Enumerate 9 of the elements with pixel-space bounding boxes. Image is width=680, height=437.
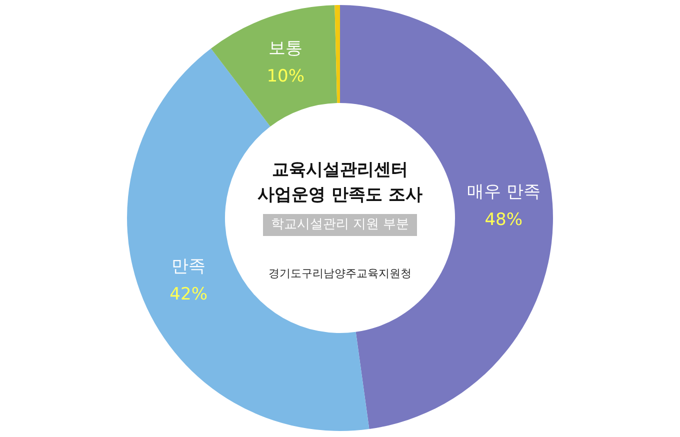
slice-label: 매우 만족 bbox=[466, 182, 540, 202]
data-label: 48% bbox=[484, 210, 523, 230]
data-label: 10% bbox=[266, 66, 305, 87]
slice-label: 만족 bbox=[172, 256, 206, 276]
slice-label: 보통 bbox=[268, 38, 303, 59]
text: 학교시설관리 지원 부분 bbox=[262, 214, 418, 236]
text: 경기도구리남양주교육지원청 bbox=[268, 266, 412, 281]
data-label: 42% bbox=[170, 284, 208, 304]
text: 교육시설관리센터 사업운영 만족도 조사 bbox=[256, 159, 424, 207]
